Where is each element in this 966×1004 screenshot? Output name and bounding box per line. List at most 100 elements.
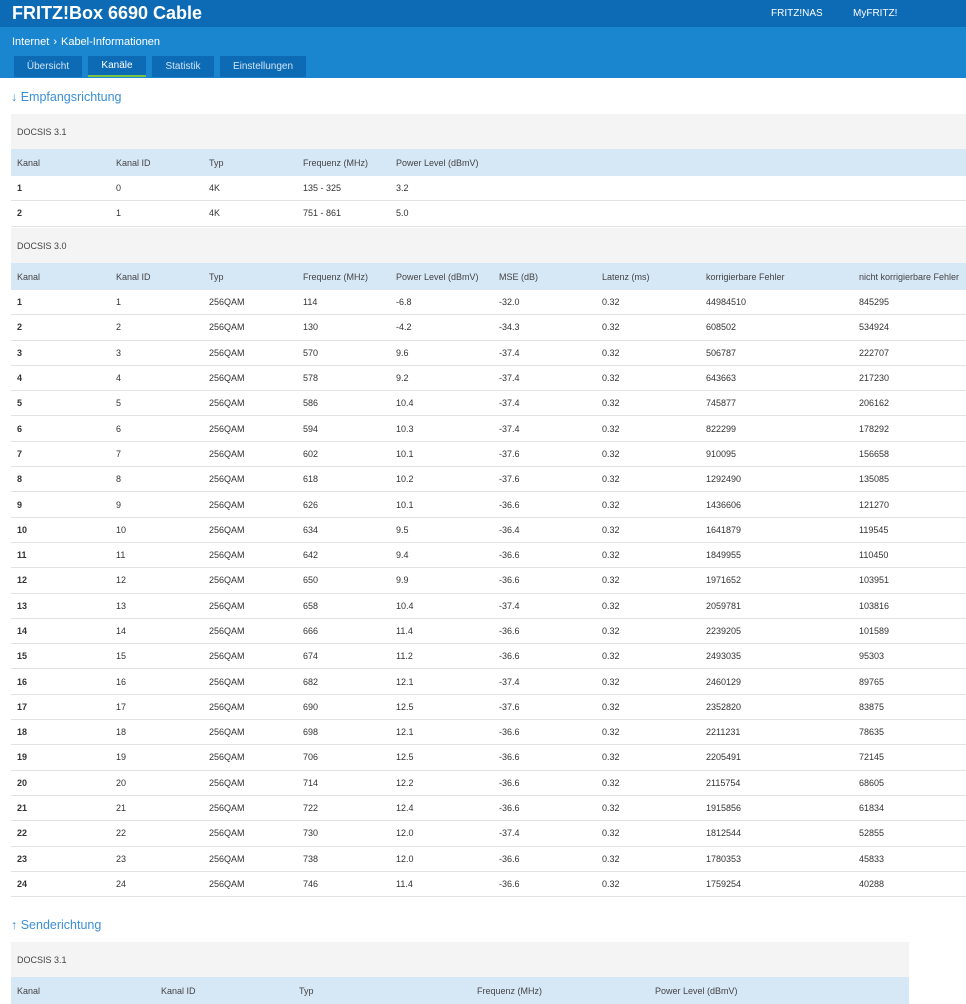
cell: 256QAM	[203, 567, 297, 594]
cell: -37.6	[493, 694, 596, 721]
channel-table: DOCSIS 3.0 Kanal Kanal ID Typ Frequenz (MHz)…	[11, 228, 966, 898]
cell: 44984510	[700, 290, 853, 316]
column-header: Kanal ID	[110, 149, 203, 176]
cell: 506787	[700, 340, 853, 366]
cell: 256QAM	[203, 365, 297, 392]
cell: 12.5	[390, 744, 493, 771]
cell: 578	[297, 365, 390, 392]
cell: 751 - 861	[297, 200, 390, 227]
crumb-item[interactable]: Internet	[12, 36, 50, 48]
cell: 2205491	[700, 744, 853, 771]
cell: 0.32	[596, 820, 700, 847]
docsis-label: DOCSIS 3.0	[11, 228, 966, 263]
cell: -37.4	[493, 390, 596, 417]
cell: -37.6	[493, 441, 596, 468]
column-header: Typ	[293, 977, 471, 1004]
cell: 256QAM	[203, 290, 297, 316]
cell: -36.4	[493, 517, 596, 543]
cell: 178292	[853, 415, 966, 442]
cell: 0.32	[596, 618, 700, 645]
cell: 52855	[853, 820, 966, 847]
cell: 256QAM	[203, 415, 297, 442]
cell: 11	[11, 542, 110, 569]
cell: 1812544	[700, 820, 853, 847]
crumb-separator: ›	[53, 36, 57, 48]
cell: 217230	[853, 365, 966, 392]
cell: 256QAM	[203, 390, 297, 417]
column-header: Typ	[203, 263, 297, 290]
data-row: 20 20 256QAM 714 12.2 -36.6 0.32 2115754 68605	[11, 770, 966, 796]
cell: 11	[110, 542, 203, 569]
cell: -36.6	[493, 491, 596, 518]
data-row: 22 22 256QAM 730 12.0 -37.4 0.32 1812544 52855	[11, 820, 966, 847]
cell: 9.2	[390, 365, 493, 392]
cell: 2493035	[700, 643, 853, 670]
cell: 18	[110, 719, 203, 746]
cell: 121270	[853, 491, 966, 518]
cell: 0.32	[596, 871, 700, 898]
cell: 0	[110, 176, 203, 202]
cell: 0.32	[596, 466, 700, 493]
tab[interactable]: Übersicht	[14, 56, 82, 77]
cell: 2	[11, 314, 110, 341]
cell: 206162	[853, 390, 966, 417]
cell: 618	[297, 466, 390, 493]
data-row: 14 14 256QAM 666 11.4 -36.6 0.32 2239205 101589	[11, 618, 966, 645]
crumb-item: Kabel-Informationen	[60, 36, 161, 48]
tab[interactable]: Statistik	[152, 56, 214, 77]
column-header: Frequenz (MHz)	[297, 263, 390, 290]
cell: 8	[11, 466, 110, 493]
cell: 12.1	[390, 668, 493, 695]
cell: 24	[110, 871, 203, 898]
cell: 634	[297, 517, 390, 543]
cell: 0.32	[596, 491, 700, 518]
cell: 1	[110, 290, 203, 316]
cell: 682	[297, 668, 390, 695]
cell: 722	[297, 795, 390, 822]
data-row: 23 23 256QAM 738 12.0 -36.6 0.32 1780353 45833	[11, 846, 966, 872]
cell: -32.0	[493, 290, 596, 316]
cell: -37.4	[493, 415, 596, 442]
cell: 256QAM	[203, 694, 297, 721]
cell: 5.0	[390, 200, 493, 227]
cell: 19	[110, 744, 203, 771]
cell: 0.32	[596, 517, 700, 543]
cell: 17	[11, 694, 110, 721]
cell: 222707	[853, 340, 966, 366]
cell: 135 - 325	[297, 176, 390, 202]
cell: 5	[11, 390, 110, 417]
cell: 650	[297, 567, 390, 594]
nas-link[interactable]: FRITZ!NAS	[771, 8, 823, 19]
data-row: 21 21 256QAM 722 12.4 -36.6 0.32 1915856 61834	[11, 795, 966, 822]
data-row: 1 0 4K 135 - 325 3.2	[11, 176, 966, 202]
cell: 11.2	[390, 643, 493, 670]
cell: 745877	[700, 390, 853, 417]
cell: 0.32	[596, 643, 700, 670]
data-row: 6 6 256QAM 594 10.3 -37.4 0.32 822299 178292	[11, 415, 966, 442]
cell: 9	[11, 491, 110, 518]
cell: 0.32	[596, 314, 700, 341]
myfritz-link[interactable]: MyFRITZ!	[853, 8, 898, 19]
cell: 12.0	[390, 820, 493, 847]
docsis-label: DOCSIS 3.1	[11, 942, 910, 977]
cell: 643663	[700, 365, 853, 392]
cell: 89765	[853, 668, 966, 695]
cell: 12	[110, 567, 203, 594]
cell: 5	[110, 390, 203, 417]
filler	[493, 176, 966, 202]
data-row: 1 1 256QAM 114 -6.8 -32.0 0.32 44984510 845295	[11, 290, 966, 316]
data-row: 19 19 256QAM 706 12.5 -36.6 0.32 2205491 72145	[11, 744, 966, 771]
cell: 256QAM	[203, 517, 297, 543]
column-header: Kanal	[11, 149, 110, 176]
cell: 1	[11, 176, 110, 202]
cell: 10.2	[390, 466, 493, 493]
tab[interactable]: Einstellungen	[220, 56, 306, 77]
cell: 256QAM	[203, 618, 297, 645]
cell: 256QAM	[203, 820, 297, 847]
cell: 2	[110, 314, 203, 341]
cell: 83875	[853, 694, 966, 721]
cell: 14	[11, 618, 110, 645]
cell: 3	[11, 340, 110, 366]
tab-active[interactable]: Kanäle	[88, 56, 146, 77]
column-header: Latenz (ms)	[596, 263, 700, 290]
